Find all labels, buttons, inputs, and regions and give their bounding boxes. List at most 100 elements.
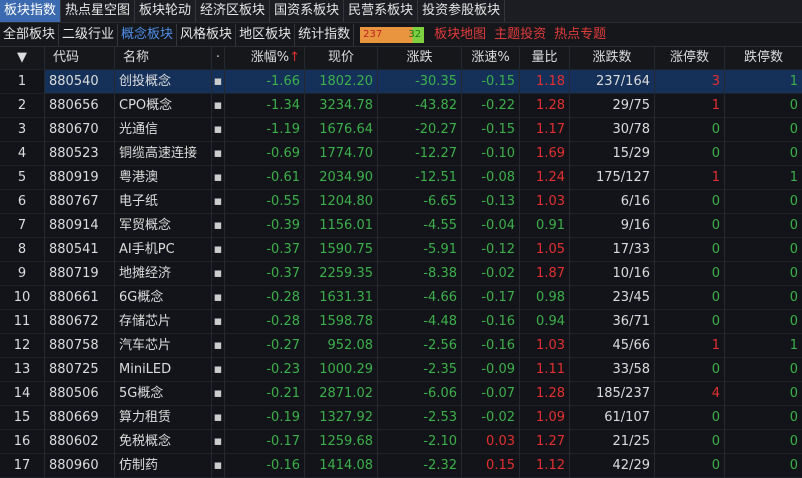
tab-5[interactable]: 民营系板块 (344, 0, 419, 22)
link-2[interactable]: 热点专题 (554, 26, 607, 42)
header-limit-down[interactable]: 跌停数 (743, 50, 783, 65)
subtab-4[interactable]: 地区板块 (236, 23, 296, 46)
row-index: 1 (0, 70, 45, 93)
table-row[interactable]: 1 880540 创投概念 ▪ -1.66 1802.20 -30.35 -0.15 1.18 2… (0, 70, 802, 94)
limit-up: 1 (655, 334, 725, 357)
table-row[interactable]: 11 880672 存储芯片 ▪ -0.28 1598.78 -4.48 -0.16 0.94 3… (0, 310, 802, 334)
table-row[interactable]: 17 880960 仿制药 ▪ -0.16 1414.08 -2.32 0.15 1.12 42/… (0, 454, 802, 478)
price: 1598.78 (305, 310, 378, 333)
limit-down: 0 (789, 218, 798, 233)
limit-down: 0 (789, 458, 798, 473)
limit-up: 0 (655, 118, 725, 141)
name: AI手机PC (115, 238, 212, 261)
table-row[interactable]: 4 880523 铜缆高速连接 ▪ -0.69 1774.70 -12.27 -0.10 1.6… (0, 142, 802, 166)
name: 军贸概念 (115, 214, 212, 237)
table-body: 1 880540 创投概念 ▪ -1.66 1802.20 -30.35 -0.15 1.18 2… (0, 70, 802, 478)
change-pct: -1.19 (225, 118, 305, 141)
header-code[interactable]: 代码 (45, 47, 115, 69)
table-row[interactable]: 12 880758 汽车芯片 ▪ -0.27 952.08 -2.56 -0.16 1.03 45… (0, 334, 802, 358)
speed: -0.22 (462, 94, 520, 117)
change: -8.38 (378, 262, 462, 285)
subtab-5[interactable]: 统计指数 (295, 23, 355, 46)
volume-ratio: 1.27 (520, 430, 570, 453)
table-row[interactable]: 3 880670 光通信 ▪ -1.19 1676.64 -20.27 -0.15 1.17 30… (0, 118, 802, 142)
change: -4.66 (378, 286, 462, 309)
up-down: 17/33 (570, 238, 655, 261)
header-change[interactable]: 涨跌 (378, 47, 462, 69)
dot-icon: ▪ (212, 142, 225, 165)
tab-4[interactable]: 国资系板块 (270, 0, 345, 22)
speed: -0.04 (462, 214, 520, 237)
tab-1[interactable]: 热点星空图 (61, 0, 136, 22)
subtab-3[interactable]: 风格板块 (177, 23, 237, 46)
name: 仿制药 (115, 454, 212, 477)
table-row[interactable]: 13 880725 MiniLED ▪ -0.23 1000.29 -2.35 -0.09 1.… (0, 358, 802, 382)
tab-0[interactable]: 板块指数 (0, 0, 62, 22)
row-index: 14 (0, 382, 45, 405)
sort-arrow-icon: ↑ (289, 50, 300, 65)
tab-2[interactable]: 板块轮动 (135, 0, 197, 22)
dot-icon: ▪ (212, 262, 225, 285)
table-row[interactable]: 5 880919 粤港澳 ▪ -0.61 2034.90 -12.51 -0.08 1.24 17… (0, 166, 802, 190)
change: -20.27 (378, 118, 462, 141)
header-change-pct[interactable]: 涨幅%↑ (225, 47, 305, 69)
table-row[interactable]: 9 880719 地摊经济 ▪ -0.37 2259.35 -8.38 -0.02 1.87 10… (0, 262, 802, 286)
sort-menu-icon[interactable]: ▼ (0, 47, 45, 69)
header-price[interactable]: 现价 (305, 47, 378, 69)
limit-down: 0 (789, 410, 798, 425)
speed: -0.09 (462, 358, 520, 381)
header-name[interactable]: 名称 (115, 47, 212, 69)
tab-6[interactable]: 投资参股板块 (418, 0, 506, 22)
change-pct: -0.39 (225, 214, 305, 237)
volume-ratio: 1.12 (520, 454, 570, 477)
volume-ratio: 1.11 (520, 358, 570, 381)
header-limit-up[interactable]: 涨停数 (655, 47, 725, 69)
price: 1590.75 (305, 238, 378, 261)
speed: -0.16 (462, 334, 520, 357)
volume-ratio: 1.69 (520, 142, 570, 165)
name: 汽车芯片 (115, 334, 212, 357)
table-row[interactable]: 7 880914 军贸概念 ▪ -0.39 1156.01 -4.55 -0.04 0.91 9/… (0, 214, 802, 238)
price: 1000.29 (305, 358, 378, 381)
row-index: 15 (0, 406, 45, 429)
subtab-0[interactable]: 全部板块 (0, 23, 60, 46)
speed: -0.16 (462, 310, 520, 333)
volume-ratio: 1.03 (520, 334, 570, 357)
link-1[interactable]: 主题投资 (494, 26, 547, 42)
price: 2871.02 (305, 382, 378, 405)
header-up-down[interactable]: 涨跌数 (570, 47, 655, 69)
speed: -0.08 (462, 166, 520, 189)
subtab-1[interactable]: 二级行业 (59, 23, 119, 46)
change-pct: -0.37 (225, 262, 305, 285)
subtab-2[interactable]: 概念板块 (118, 23, 178, 46)
name: 算力租赁 (115, 406, 212, 429)
table-row[interactable]: 16 880602 免税概念 ▪ -0.17 1259.68 -2.10 0.03 1.27 21… (0, 430, 802, 454)
limit-down: 0 (789, 314, 798, 329)
table-header: ▼ 代码 名称 · 涨幅%↑ 现价 涨跌 涨速% 量比 涨跌数 涨停数 跌停数 (0, 47, 802, 70)
header-speed[interactable]: 涨速% (462, 47, 520, 69)
volume-ratio: 1.17 (520, 118, 570, 141)
table-row[interactable]: 14 880506 5G概念 ▪ -0.21 2871.02 -6.06 -0.07 1.28 1… (0, 382, 802, 406)
price: 952.08 (305, 334, 378, 357)
table-row[interactable]: 6 880767 电子纸 ▪ -0.55 1204.80 -6.65 -0.13 1.03 6/1… (0, 190, 802, 214)
link-0[interactable]: 板块地图 (434, 26, 487, 42)
tab-3[interactable]: 经济区板块 (196, 0, 271, 22)
table-row[interactable]: 15 880669 算力租赁 ▪ -0.19 1327.92 -2.53 -0.02 1.09 6… (0, 406, 802, 430)
speed: -0.17 (462, 286, 520, 309)
table-row[interactable]: 8 880541 AI手机PC ▪ -0.37 1590.75 -5.91 -0.12 1.05… (0, 238, 802, 262)
change-pct: -0.23 (225, 358, 305, 381)
volume-ratio: 1.28 (520, 94, 570, 117)
speed: 0.15 (462, 454, 520, 477)
change-pct: -0.17 (225, 430, 305, 453)
volume-ratio: 1.05 (520, 238, 570, 261)
name: CPO概念 (115, 94, 212, 117)
limit-up: 3 (655, 70, 725, 93)
header-volume-ratio[interactable]: 量比 (520, 47, 570, 69)
change: -12.27 (378, 142, 462, 165)
table-row[interactable]: 2 880656 CPO概念 ▪ -1.34 3234.78 -43.82 -0.22 1.28… (0, 94, 802, 118)
name: 电子纸 (115, 190, 212, 213)
dot-icon: ▪ (212, 358, 225, 381)
dot-icon: ▪ (212, 430, 225, 453)
table-row[interactable]: 10 880661 6G概念 ▪ -0.28 1631.31 -4.66 -0.17 0.98 2… (0, 286, 802, 310)
limit-up: 1 (655, 166, 725, 189)
